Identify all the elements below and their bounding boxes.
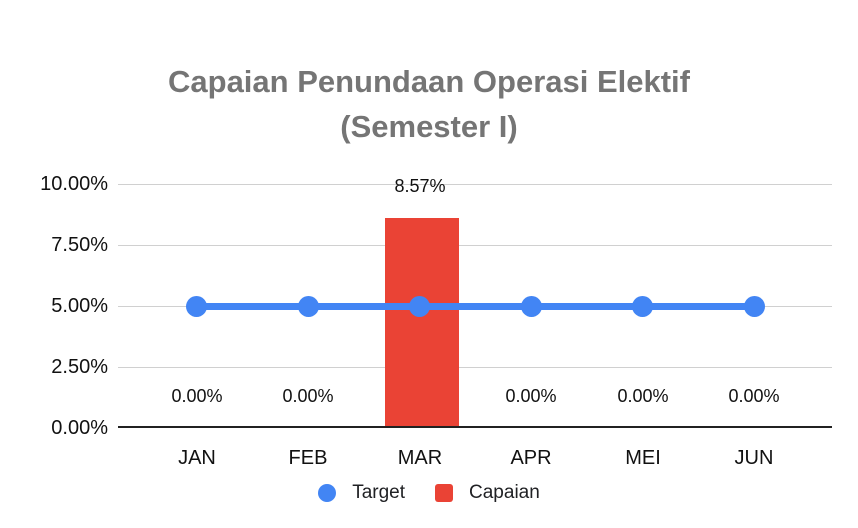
x-axis-label-mei: MEI: [625, 447, 661, 469]
capaian-bar-mar[interactable]: [385, 218, 459, 426]
value-label-jun: 0.00%: [728, 386, 780, 406]
target-point-jan[interactable]: [186, 296, 207, 317]
value-label-apr: 0.00%: [505, 386, 557, 406]
legend-target-label: Target: [352, 482, 406, 503]
chart-title: Capaian Penundaan Operasi Elektif (Semes…: [0, 59, 858, 149]
y-axis-tick-2-5: 2.50%: [51, 356, 108, 378]
gridline-10pct: [118, 184, 832, 185]
x-axis-baseline: [118, 426, 832, 428]
x-axis-label-mar: MAR: [397, 447, 443, 469]
target-marker-icon: [318, 484, 337, 502]
value-label-mei: 0.00%: [617, 386, 669, 406]
x-axis-label-jun: JUN: [734, 447, 774, 469]
y-axis-tick-5: 5.00%: [51, 295, 108, 317]
target-line[interactable]: [197, 303, 754, 310]
chart-title-line-2: (Semester I): [340, 109, 518, 144]
target-point-feb[interactable]: [298, 296, 319, 317]
target-point-jun[interactable]: [744, 296, 765, 317]
gridline-2-5pct: [118, 367, 832, 368]
x-axis-label-jan: JAN: [178, 447, 216, 469]
target-point-mar[interactable]: [409, 296, 430, 317]
x-axis-label-feb: FEB: [288, 447, 328, 469]
chart-title-line-1: Capaian Penundaan Operasi Elektif: [168, 64, 690, 99]
target-point-mei[interactable]: [632, 296, 653, 317]
y-axis-tick-7-5: 7.50%: [51, 234, 108, 256]
y-axis-tick-10: 10.00%: [40, 173, 108, 195]
value-label-feb: 0.00%: [282, 386, 334, 406]
capaian-marker-icon: [435, 484, 454, 502]
value-label-mar: 8.57%: [394, 176, 446, 196]
x-axis-label-apr: APR: [510, 447, 552, 469]
legend: Target Capaian: [0, 482, 858, 504]
legend-capaian-label: Capaian: [469, 482, 540, 503]
target-point-apr[interactable]: [521, 296, 542, 317]
y-axis-tick-0: 0.00%: [51, 417, 108, 439]
value-label-jan: 0.00%: [171, 386, 223, 406]
gridline-7-5pct: [118, 245, 832, 246]
legend-item-target[interactable]: Target: [318, 482, 405, 504]
legend-item-capaian[interactable]: Capaian: [435, 482, 540, 504]
